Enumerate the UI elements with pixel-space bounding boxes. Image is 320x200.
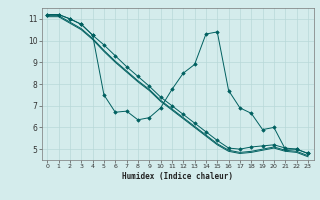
X-axis label: Humidex (Indice chaleur): Humidex (Indice chaleur) (122, 172, 233, 181)
